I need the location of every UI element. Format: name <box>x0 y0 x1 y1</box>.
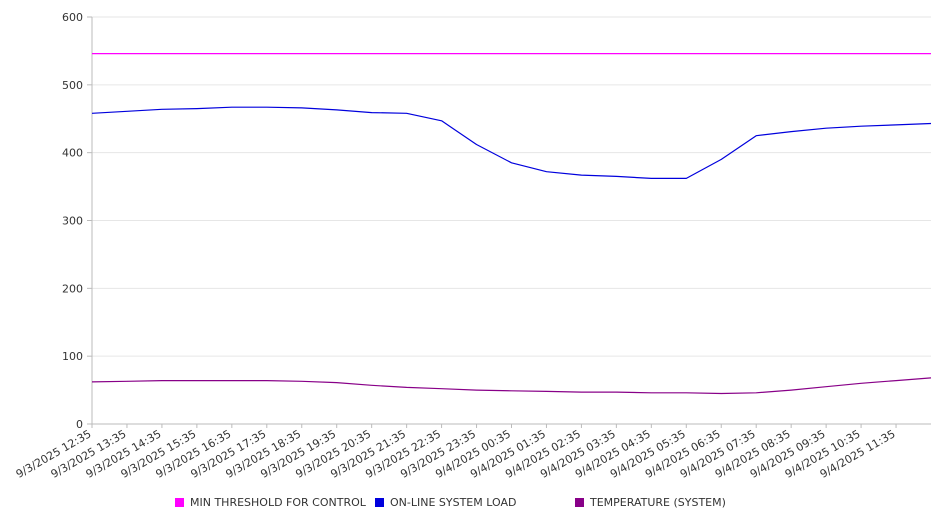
y-tick-label: 0 <box>76 418 83 431</box>
y-tick-label: 300 <box>62 215 83 228</box>
chart-legend: MIN THRESHOLD FOR CONTROL ON-LINE SYSTEM… <box>0 496 946 516</box>
legend-label-min-threshold: MIN THRESHOLD FOR CONTROL <box>190 496 366 509</box>
y-tick-label: 100 <box>62 350 83 363</box>
legend-swatch-system-load <box>375 498 384 507</box>
legend-item-temperature[interactable]: TEMPERATURE (SYSTEM) <box>575 496 726 509</box>
legend-label-system-load: ON-LINE SYSTEM LOAD <box>390 496 517 509</box>
legend-swatch-temperature <box>575 498 584 507</box>
legend-label-temperature: TEMPERATURE (SYSTEM) <box>590 496 726 509</box>
y-tick-label: 200 <box>62 282 83 295</box>
legend-item-min-threshold[interactable]: MIN THRESHOLD FOR CONTROL <box>175 496 366 509</box>
legend-item-system-load[interactable]: ON-LINE SYSTEM LOAD <box>375 496 516 509</box>
y-tick-label: 500 <box>62 79 83 92</box>
temperature-line <box>91 377 932 395</box>
legend-swatch-min-threshold <box>175 498 184 507</box>
system-load-line <box>91 106 932 179</box>
y-tick-label: 600 <box>62 11 83 24</box>
y-tick-label: 400 <box>62 147 83 160</box>
